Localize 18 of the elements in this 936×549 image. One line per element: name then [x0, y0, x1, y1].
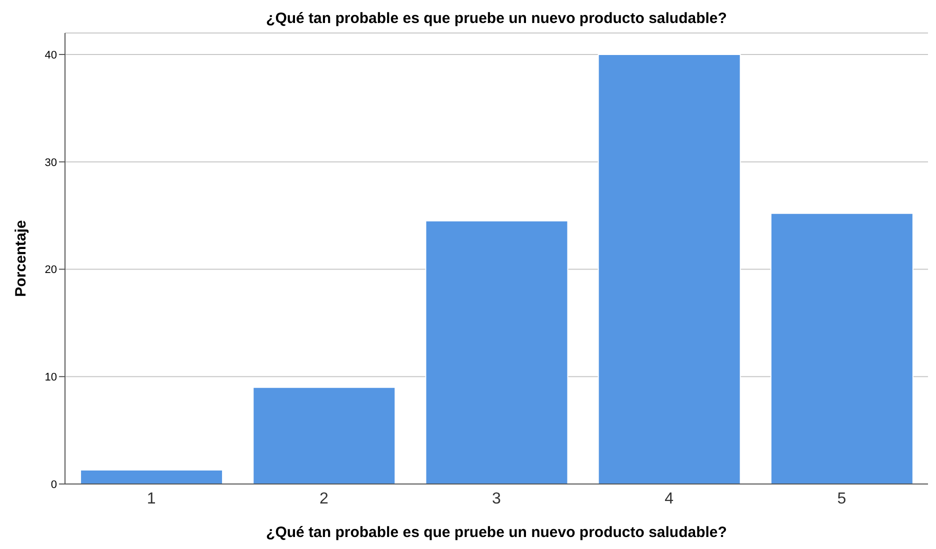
chart-title: ¿Qué tan probable es que pruebe un nuevo producto saludable?: [265, 10, 728, 27]
y-tick-label: 20: [44, 264, 57, 276]
y-tick-label: 0: [50, 478, 57, 491]
bar: [770, 212, 914, 484]
y-tick-label: 30: [44, 156, 57, 169]
x-tick-label: 1: [146, 490, 156, 508]
bar: [425, 220, 568, 484]
x-axis-title: ¿Qué tan probable es que pruebe un nuevo producto saludable?: [266, 524, 727, 541]
x-tick-label: 4: [664, 490, 674, 508]
x-tick-label: 3: [492, 490, 502, 508]
bar: [598, 54, 741, 484]
bar: [252, 386, 396, 484]
y-tick-label: 40: [44, 49, 57, 62]
bar: [80, 470, 224, 484]
x-tick-label: 2: [319, 490, 328, 508]
x-tick-label: 5: [837, 490, 846, 508]
y-axis-title: Porcentaje: [12, 220, 30, 297]
y-tick-label: 10: [44, 372, 57, 384]
